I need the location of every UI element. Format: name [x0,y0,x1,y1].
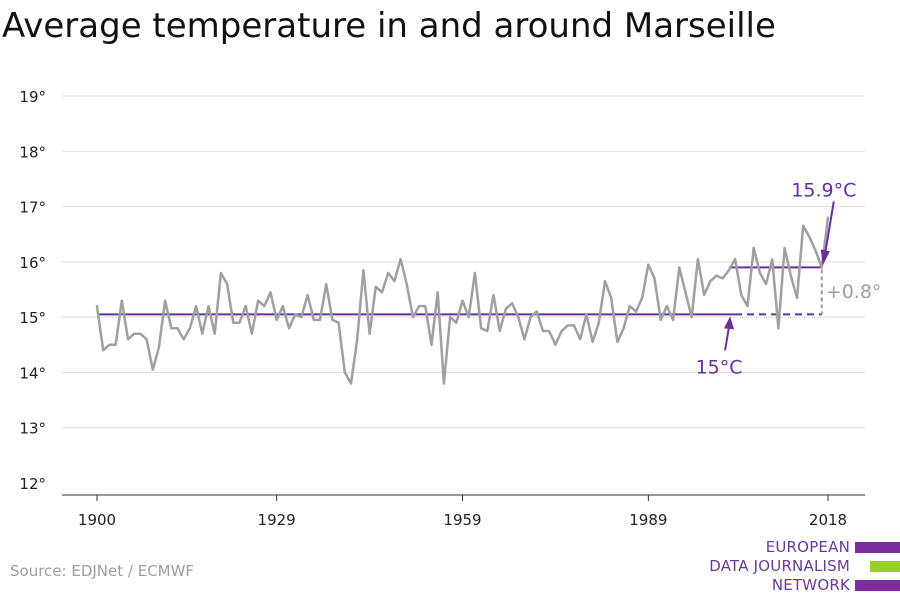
baseline-label: 15°C [696,356,743,378]
logo-bar-3 [855,580,900,591]
y-axis-ticks: 12° 13° 14° 15° 16° 17° 18° 19° [19,88,46,493]
y-tick-label-15: 15° [19,309,46,327]
recent-average-arrow-head [820,249,830,266]
y-tick-label-13: 13° [19,420,46,438]
baseline-arrow-shaft [724,326,731,351]
recent-average-label: 15.9°C [791,179,856,201]
baseline-arrow-head [724,316,735,330]
logo-bar-1 [855,542,900,553]
y-tick-label-19: 19° [19,88,46,106]
logo-bar-2 [870,561,900,572]
y-tick-label-12: 12° [19,475,46,493]
y-tick-label-16: 16° [19,254,46,272]
x-tick-label-1989: 1989 [629,511,667,529]
chart-title: Average temperature in and around Marsei… [2,6,776,46]
annotations: +0.8° 15.9°C 15°C [696,179,882,378]
x-tick-label-1900: 1900 [78,511,116,529]
recent-average-arrow-shaft [823,201,835,256]
x-tick-label-2018: 2018 [809,511,847,529]
gridlines [62,95,865,429]
x-tick-label-1959: 1959 [443,511,481,529]
y-tick-label-18: 18° [19,143,46,161]
temperature-series-line [95,216,830,385]
x-axis: 1900 1929 1959 1989 2018 [62,494,865,529]
x-tick-label-1929: 1929 [258,511,296,529]
edjnet-logo: EUROPEAN DATA JOURNALISM NETWORK [700,538,900,600]
logo-line-3: NETWORK [771,576,850,594]
source-note: Source: EDJNet / ECMWF [10,562,195,580]
logo-line-1: EUROPEAN [765,538,850,556]
difference-label: +0.8° [826,281,882,303]
logo-line-2: DATA JOURNALISM [709,557,850,575]
temperature-line-chart: 12° 13° 14° 15° 16° 17° 18° 19° 1900 1929 1959 198… [19,88,882,529]
y-tick-label-14: 14° [19,364,46,382]
y-tick-label-17: 17° [19,199,46,217]
